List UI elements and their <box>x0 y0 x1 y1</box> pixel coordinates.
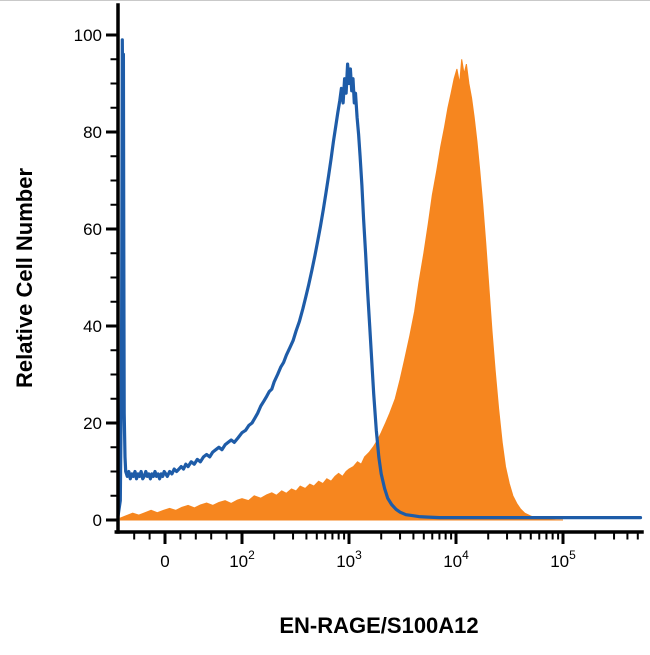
y-tick-label: 100 <box>74 26 102 45</box>
x-tick-label: 102 <box>229 548 255 571</box>
histogram-curves <box>116 38 643 521</box>
y-tick-label: 20 <box>83 414 102 433</box>
tick-labels: 0 102 103 104 105 0 20 40 60 80 100 <box>74 26 576 571</box>
histogram-open-blue <box>116 38 643 520</box>
x-tick-label: 104 <box>443 548 469 571</box>
y-axis-title: Relative Cell Number <box>12 168 37 389</box>
y-tick-label: 40 <box>83 317 102 336</box>
x-tick-label: 103 <box>336 548 362 571</box>
tick-marks <box>106 33 639 544</box>
x-axis-title: EN-RAGE/S100A12 <box>279 613 478 638</box>
y-tick-label: 60 <box>83 220 102 239</box>
y-tick-label: 0 <box>93 511 102 530</box>
axes: 0 102 103 104 105 0 20 40 60 80 100 <box>74 3 644 571</box>
x-tick-label: 105 <box>550 548 576 571</box>
histogram-filled-orange <box>119 59 564 521</box>
y-tick-label: 80 <box>83 123 102 142</box>
x-tick-label: 0 <box>160 552 169 571</box>
